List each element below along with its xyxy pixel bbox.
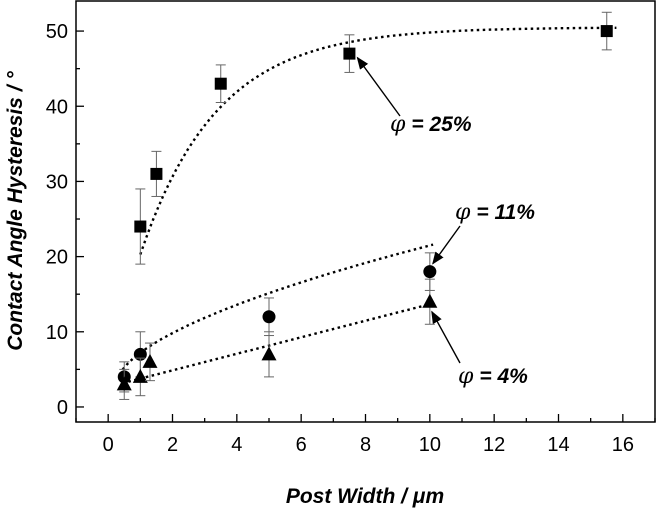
- x-axis-title: Post Width / μm: [286, 485, 444, 508]
- data-point-square: [600, 25, 613, 38]
- data-point-triangle: [422, 293, 438, 308]
- annotation-label: φ = 25%: [390, 112, 472, 137]
- annotation-phi: φ: [458, 364, 474, 389]
- plot-frame: [75, 0, 656, 423]
- annotations: φ = 25%φ = 11%φ = 4%: [356, 56, 535, 389]
- data-point-square: [150, 167, 163, 180]
- data-point-triangle: [142, 353, 158, 368]
- y-tick-label: 0: [57, 397, 68, 419]
- data-point-triangle: [116, 376, 132, 391]
- annotation-arrow: [356, 56, 401, 117]
- fit-curves: [121, 26, 617, 385]
- annotation-arrow: [431, 310, 461, 364]
- data-point-circle: [262, 310, 276, 324]
- y-axis-title: Contact Angle Hysteresis / °: [4, 71, 27, 351]
- fit-curve-11: [121, 243, 434, 371]
- x-tick-label: 8: [360, 434, 371, 456]
- x-tick-label: 12: [483, 434, 505, 456]
- y-tick-label: 30: [46, 171, 68, 193]
- annotation-label: φ = 11%: [455, 200, 535, 225]
- y-tick-label: 10: [46, 322, 68, 344]
- x-tick-label: 10: [419, 434, 441, 456]
- x-tick-label: 0: [103, 434, 114, 456]
- annotation-phi: φ: [455, 200, 471, 225]
- data-point-circle: [423, 265, 437, 279]
- annotation-phi: φ: [390, 112, 406, 137]
- y-tick-label: 50: [46, 21, 68, 43]
- x-tick-label: 2: [167, 434, 178, 456]
- x-tick-label: 16: [612, 434, 634, 456]
- data-points: [116, 11, 613, 400]
- axis-ticks: 0 2 4 6 8 10 12 14 16 0 10 20 30 40 50: [46, 21, 656, 456]
- fit-curve-4: [122, 302, 434, 385]
- annotation-arrow: [432, 225, 461, 265]
- x-tick-label: 4: [231, 434, 242, 456]
- y-tick-label: 20: [46, 247, 68, 269]
- data-point-square: [134, 220, 147, 233]
- data-point-triangle: [132, 368, 148, 383]
- annotation-value: = 25%: [411, 113, 471, 136]
- annotation-value: = 11%: [476, 201, 535, 224]
- x-tick-label: 6: [296, 434, 307, 456]
- y-tick-label: 40: [46, 96, 68, 118]
- data-point-circle: [133, 347, 147, 361]
- annotation-label: φ = 4%: [458, 364, 528, 389]
- data-point-square: [214, 77, 227, 90]
- data-point-triangle: [261, 346, 277, 361]
- annotation-value: = 4%: [479, 365, 528, 388]
- x-tick-label: 14: [547, 434, 569, 456]
- fit-curve-25: [139, 26, 617, 255]
- data-point-square: [343, 47, 356, 60]
